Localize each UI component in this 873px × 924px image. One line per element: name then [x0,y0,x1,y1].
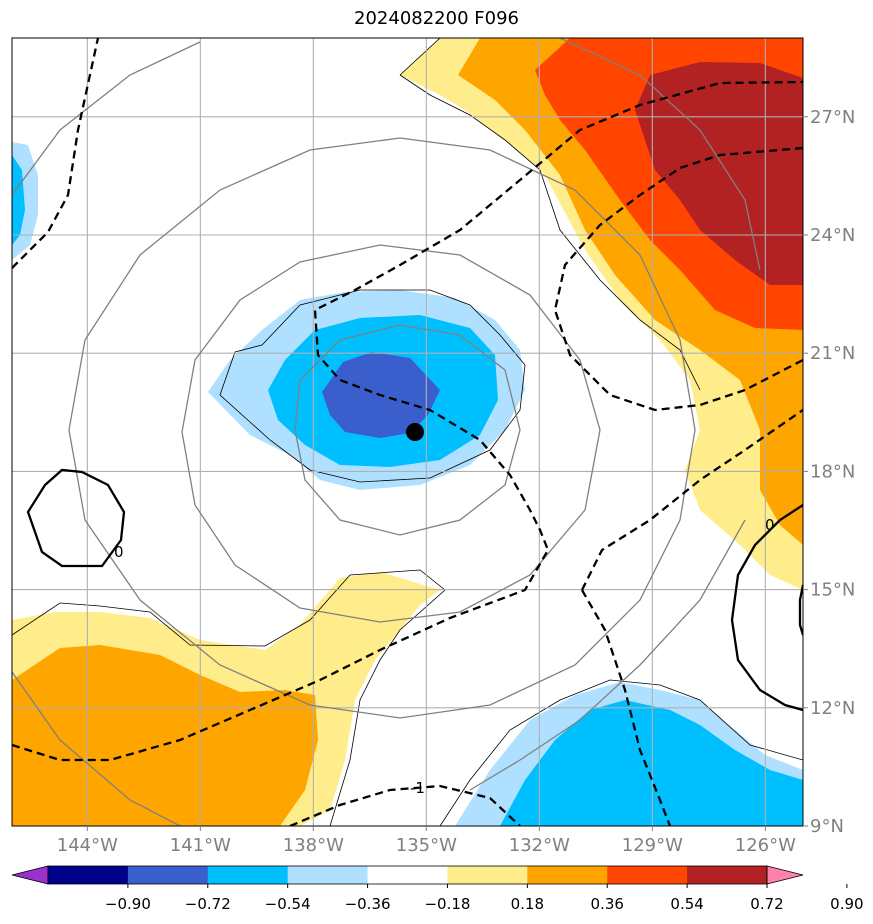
zero-contours [26,468,803,712]
colorbar: −0.90 −0.72 −0.54 −0.36 −0.18 0.18 0.36 0.54 0.7… [11,865,864,913]
lon-tick-label: 141°W [170,835,231,856]
dashed-contour-east-lower [580,409,803,591]
colorbar-segment [367,866,448,884]
colorbar-tick-label: 0.18 [511,895,544,913]
dashed-contour-central [12,80,803,762]
colorbar-tick-label: −0.72 [185,895,231,913]
colorbar-segment [607,866,688,884]
warm-fill-dark-ne [635,62,803,285]
colorbar-segment [447,866,528,884]
lat-tick-label: 27°N [810,107,855,128]
lat-tick-label: 24°N [810,225,855,246]
colorbar-segment [287,866,369,884]
colorbar-tick-label: −0.54 [265,895,311,913]
contour-label-zero-east: 0 [765,516,775,534]
dashed-contour-neg1 [289,784,521,826]
map-plot-area: 0 0 -1 [12,38,803,826]
lon-tick-label: 135°W [396,835,457,856]
colorbar-segment [207,866,289,884]
lon-tick-label: 129°W [622,835,683,856]
contour-label-zero-west: 0 [114,543,124,561]
zero-contour-west [26,468,126,568]
colorbar-tick-label: −0.36 [345,895,391,913]
storm-center-marker [406,423,425,441]
colorbar-over-triangle [766,865,804,885]
colorbar-tick-label: 0.36 [591,895,624,913]
cold-fill-mid-se [500,700,803,826]
longitude-tick-labels: 144°W 141°W 138°W 135°W 132°W 129°W 126°W [57,826,796,856]
lat-tick-label: 18°N [810,461,855,482]
outline-contours [12,38,803,826]
lat-lon-gridlines [12,38,803,826]
range-ring-2 [181,244,601,623]
latitude-tick-labels: 27°N 24°N 21°N 18°N 15°N 12°N 9°N [803,107,855,837]
colorbar-segment [687,866,768,884]
range-ring-4 [12,38,761,826]
zero-contour-east [730,504,803,712]
colorbar-tick-label: −0.18 [424,895,470,913]
colorbar-tick-label: 0.54 [670,895,703,913]
lat-tick-label: 15°N [810,580,855,601]
colorbar-tick-label: 0.72 [750,895,783,913]
thin-contour-se [439,679,803,826]
dashed-contours [12,38,803,826]
colorbar-outline [47,865,768,885]
map-frame [11,37,804,827]
range-ring-1 [294,324,521,536]
warm-fill-orange-sw [12,645,318,826]
map-title: 2024082200 F096 [354,8,519,29]
lat-tick-label: 21°N [810,343,855,364]
lon-tick-label: 132°W [509,835,570,856]
colorbar-tick-label: 0.90 [830,895,863,913]
contour-label-neg1: -1 [410,779,425,797]
lon-tick-label: 138°W [283,835,344,856]
lon-tick-label: 126°W [735,835,796,856]
thin-contour-sw [12,569,446,826]
lat-tick-label: 9°N [810,816,844,837]
thin-contour-ne [399,38,701,391]
range-ring-3 [68,137,696,719]
range-rings [12,38,761,826]
colorbar-segment [127,866,209,884]
dashed-contour-west [12,38,100,269]
colorbar-segment [48,866,129,884]
lon-tick-label: 144°W [57,835,118,856]
colorbar-under-triangle [11,865,49,885]
zero-contour-east-inner [798,584,803,636]
colorbar-segment [527,866,608,884]
lat-tick-label: 12°N [810,698,855,719]
colorbar-tick-label: −0.90 [105,895,151,913]
thin-contour-center [219,289,526,483]
cold-fill-mid-nw [12,155,25,245]
